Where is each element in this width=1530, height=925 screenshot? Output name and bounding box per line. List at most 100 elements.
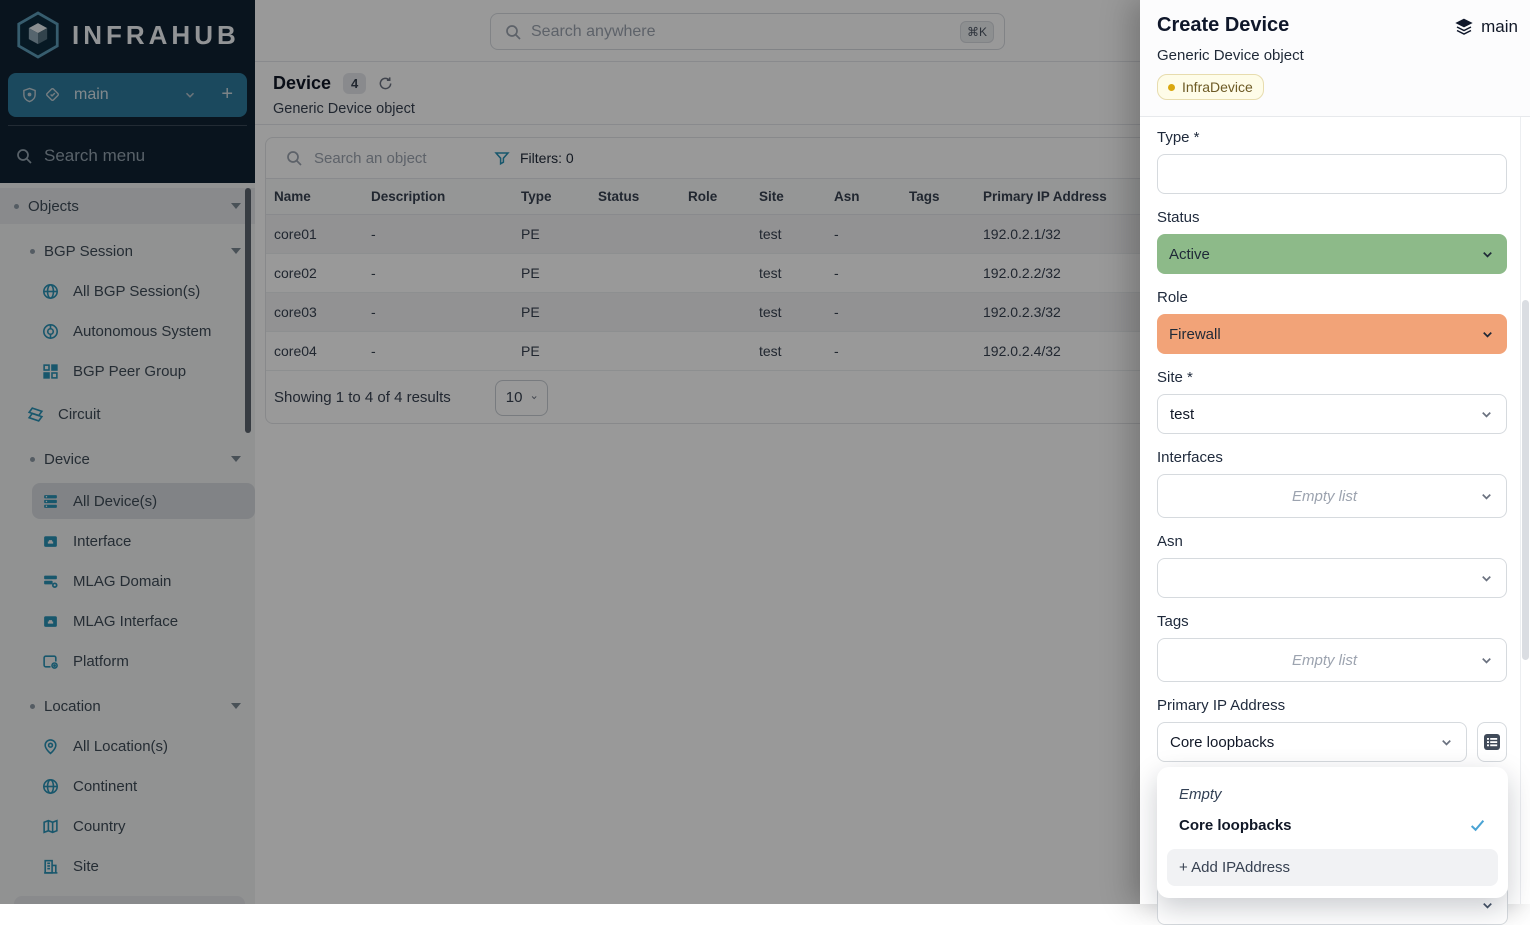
create-device-panel: Create Device main Generic Device object… — [1140, 0, 1530, 925]
interfaces-select[interactable]: Empty list — [1157, 474, 1507, 518]
panel-scrollbar[interactable] — [1520, 117, 1530, 904]
app-logo[interactable]: INFRAHUB — [0, 0, 255, 62]
primary-ip-select[interactable]: Core loopbacks — [1157, 722, 1467, 762]
panel-branch-indicator: main — [1455, 17, 1518, 37]
column-header[interactable]: Site — [751, 179, 826, 215]
bullet-icon — [30, 703, 35, 709]
empty-list-placeholder: Empty list — [1291, 487, 1357, 505]
divider — [8, 125, 247, 126]
chevron-down-icon — [1480, 898, 1495, 913]
global-search-input[interactable] — [531, 22, 950, 41]
field-label: Status — [1157, 209, 1200, 226]
nav-group-label: Device — [44, 450, 90, 468]
cell-type: PE — [513, 292, 590, 332]
cell-name: core03 — [266, 292, 363, 332]
autonomous-system-icon — [42, 323, 59, 340]
cell-tags — [901, 253, 975, 293]
sidebar-scrollbar[interactable] — [245, 188, 251, 433]
panel-scrollbar-thumb[interactable] — [1522, 300, 1529, 660]
sidebar-header: INFRAHUB main + — [0, 0, 255, 183]
sidebar-item-label: Platform — [73, 652, 129, 670]
sidebar-item-label: MLAG Domain — [73, 572, 172, 590]
sidebar-item-all-bgp-sessions[interactable]: All BGP Session(s) — [0, 273, 255, 309]
create-branch-button[interactable]: + — [221, 83, 233, 105]
chevron-down-icon — [231, 456, 241, 462]
search-icon — [505, 24, 521, 40]
cell-type: PE — [513, 214, 590, 254]
nav-group-location[interactable]: Location — [0, 688, 255, 724]
sidebar-search-input[interactable] — [44, 146, 224, 166]
cell-name: core01 — [266, 214, 363, 254]
nav-group-label: BGP Session — [44, 242, 133, 260]
sidebar-item-bgp-peer-group[interactable]: BGP Peer Group — [0, 353, 255, 389]
field-label: Site * — [1157, 369, 1193, 386]
cell-name: core02 — [266, 253, 363, 293]
sidebar-item-all-locations[interactable]: All Location(s) — [0, 728, 255, 764]
field-asn: Asn — [1157, 533, 1507, 598]
global-search[interactable]: ⌘K — [490, 13, 1005, 50]
sidebar-item-site[interactable]: Site — [0, 848, 255, 884]
nav-section-label: Objects — [28, 197, 79, 215]
interface-port-icon — [42, 613, 59, 630]
refresh-icon[interactable] — [378, 76, 393, 91]
column-header[interactable]: Type — [513, 179, 590, 215]
asn-select[interactable] — [1157, 558, 1507, 598]
filters-count-label[interactable]: Filters: 0 — [520, 150, 574, 166]
cell-description: - — [363, 214, 513, 254]
cell-description: - — [363, 253, 513, 293]
status-select[interactable]: Active — [1157, 234, 1507, 274]
type-input[interactable] — [1170, 165, 1494, 183]
column-header[interactable]: Name — [266, 179, 363, 215]
cell-type: PE — [513, 331, 590, 371]
nav-next-section-partial — [14, 896, 245, 904]
chevron-down-icon — [1479, 571, 1494, 586]
building-icon — [42, 858, 59, 875]
nav-section-objects[interactable]: Objects — [0, 188, 255, 224]
primary-ip-dropdown: Empty Core loopbacks + Add IPAddress — [1157, 767, 1508, 898]
open-ip-list-button[interactable] — [1477, 722, 1507, 762]
object-search-input[interactable] — [314, 149, 474, 167]
branch-selector-button[interactable]: main + — [8, 73, 247, 117]
sidebar-item-label: Site — [73, 857, 99, 875]
column-header[interactable]: Asn — [826, 179, 901, 215]
circuit-icon — [27, 406, 44, 423]
sidebar-item-mlag-domain[interactable]: MLAG Domain — [0, 563, 255, 599]
column-header[interactable]: Role — [680, 179, 751, 215]
dropdown-option-empty[interactable]: Empty — [1179, 786, 1222, 803]
sidebar-nav: Objects BGP Session All BGP Session(s) A… — [0, 183, 255, 904]
add-ip-address-option[interactable]: + Add IPAddress — [1167, 849, 1498, 886]
sidebar-item-label: Interface — [73, 532, 132, 550]
role-select[interactable]: Firewall — [1157, 314, 1507, 354]
sidebar-item-interface[interactable]: Interface — [0, 523, 255, 559]
sidebar-search[interactable] — [16, 141, 236, 171]
sidebar-item-mlag-interface[interactable]: MLAG Interface — [0, 603, 255, 639]
sidebar-item-platform[interactable]: Platform — [0, 643, 255, 679]
sidebar-item-all-devices[interactable]: All Device(s) — [32, 483, 255, 519]
column-header[interactable]: Status — [590, 179, 680, 215]
cell-name: core04 — [266, 331, 363, 371]
field-label: Primary IP Address — [1157, 697, 1286, 714]
chevron-down-icon — [231, 248, 241, 254]
site-select[interactable]: test — [1157, 394, 1507, 434]
column-header[interactable]: Description — [363, 179, 513, 215]
layers-icon — [1455, 18, 1473, 36]
filter-funnel-icon[interactable] — [494, 150, 510, 166]
sidebar-item-autonomous-system[interactable]: Autonomous System — [0, 313, 255, 349]
cell-asn: - — [826, 214, 901, 254]
chevron-down-icon — [1479, 653, 1494, 668]
sidebar-item-country[interactable]: Country — [0, 808, 255, 844]
nav-group-bgp-session[interactable]: BGP Session — [0, 233, 255, 269]
sidebar-item-continent[interactable]: Continent — [0, 768, 255, 804]
column-header[interactable]: Tags — [901, 179, 975, 215]
cell-tags — [901, 214, 975, 254]
tags-select[interactable]: Empty list — [1157, 638, 1507, 682]
page-size-value: 10 — [505, 389, 523, 406]
sidebar-item-circuit[interactable]: Circuit — [0, 396, 255, 432]
sidebar-item-label: MLAG Interface — [73, 612, 179, 630]
pagination-bar: Showing 1 to 4 of 4 results 10 — [266, 371, 1529, 424]
check-icon — [1469, 817, 1486, 834]
nav-group-device[interactable]: Device — [0, 441, 255, 477]
page-size-select[interactable]: 10 — [494, 379, 548, 416]
cell-status — [590, 214, 680, 254]
dropdown-option-core-loopbacks[interactable]: Core loopbacks — [1167, 810, 1498, 841]
